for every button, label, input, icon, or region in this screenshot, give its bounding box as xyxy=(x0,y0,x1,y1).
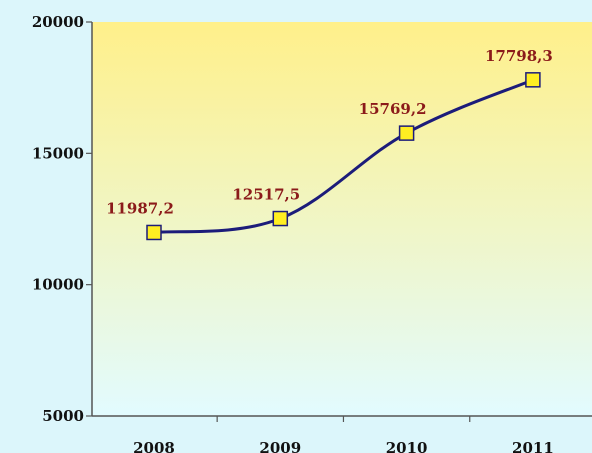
y-tick-label: 15000 xyxy=(32,144,84,162)
data-label: 12517,5 xyxy=(232,186,300,204)
data-point-marker xyxy=(398,125,415,141)
data-label: 15769,2 xyxy=(359,100,427,118)
data-label: 17798,3 xyxy=(485,47,553,65)
x-tick-label: 2010 xyxy=(386,439,428,453)
y-tick-label: 10000 xyxy=(32,276,84,294)
x-tick-label: 2009 xyxy=(259,439,301,453)
plot-area xyxy=(92,22,592,416)
data-point-marker xyxy=(272,210,289,227)
y-tick-label: 5000 xyxy=(42,407,84,425)
series-line xyxy=(153,78,534,234)
x-tick-label: 2008 xyxy=(133,439,175,453)
data-point-marker xyxy=(146,224,162,241)
y-tick-label: 20000 xyxy=(32,13,84,31)
data-point-marker xyxy=(525,72,541,88)
data-label: 11987,2 xyxy=(106,199,174,217)
x-tick-label: 2011 xyxy=(512,439,554,453)
